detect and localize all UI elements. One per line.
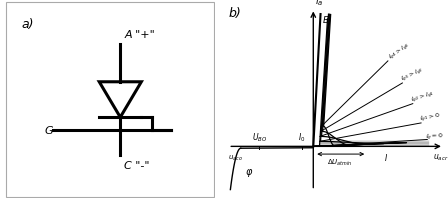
Text: $i_a$: $i_a$ [315,0,323,8]
Text: $u_{aco}$: $u_{aco}$ [228,153,243,162]
Text: $I_{g2}>I_{g1}$: $I_{g2}>I_{g1}$ [409,88,436,105]
Text: A "+": A "+" [125,30,155,40]
Text: a): a) [22,18,34,31]
Text: G: G [44,125,53,135]
Text: b): b) [228,7,241,20]
Text: $I$: $I$ [384,152,388,163]
Text: $U_{BO}$: $U_{BO}$ [252,131,267,143]
Text: C "-": C "-" [125,160,150,170]
Text: $I_{g1}>0$: $I_{g1}>0$ [419,111,441,124]
Text: $I_{g4}>I_{g3}$: $I_{g4}>I_{g3}$ [387,41,413,63]
Text: $B$: $B$ [322,14,329,25]
Text: $I_{g3}>I_{g2}$: $I_{g3}>I_{g2}$ [399,65,426,85]
Text: $u_{acr}$: $u_{acr}$ [433,152,448,162]
Text: $\varphi$: $\varphi$ [245,166,253,178]
Text: $I_g=0$: $I_g=0$ [425,131,444,142]
Text: $\Delta U_{atmin}$: $\Delta U_{atmin}$ [327,157,353,167]
Text: $I_0$: $I_0$ [298,131,306,143]
